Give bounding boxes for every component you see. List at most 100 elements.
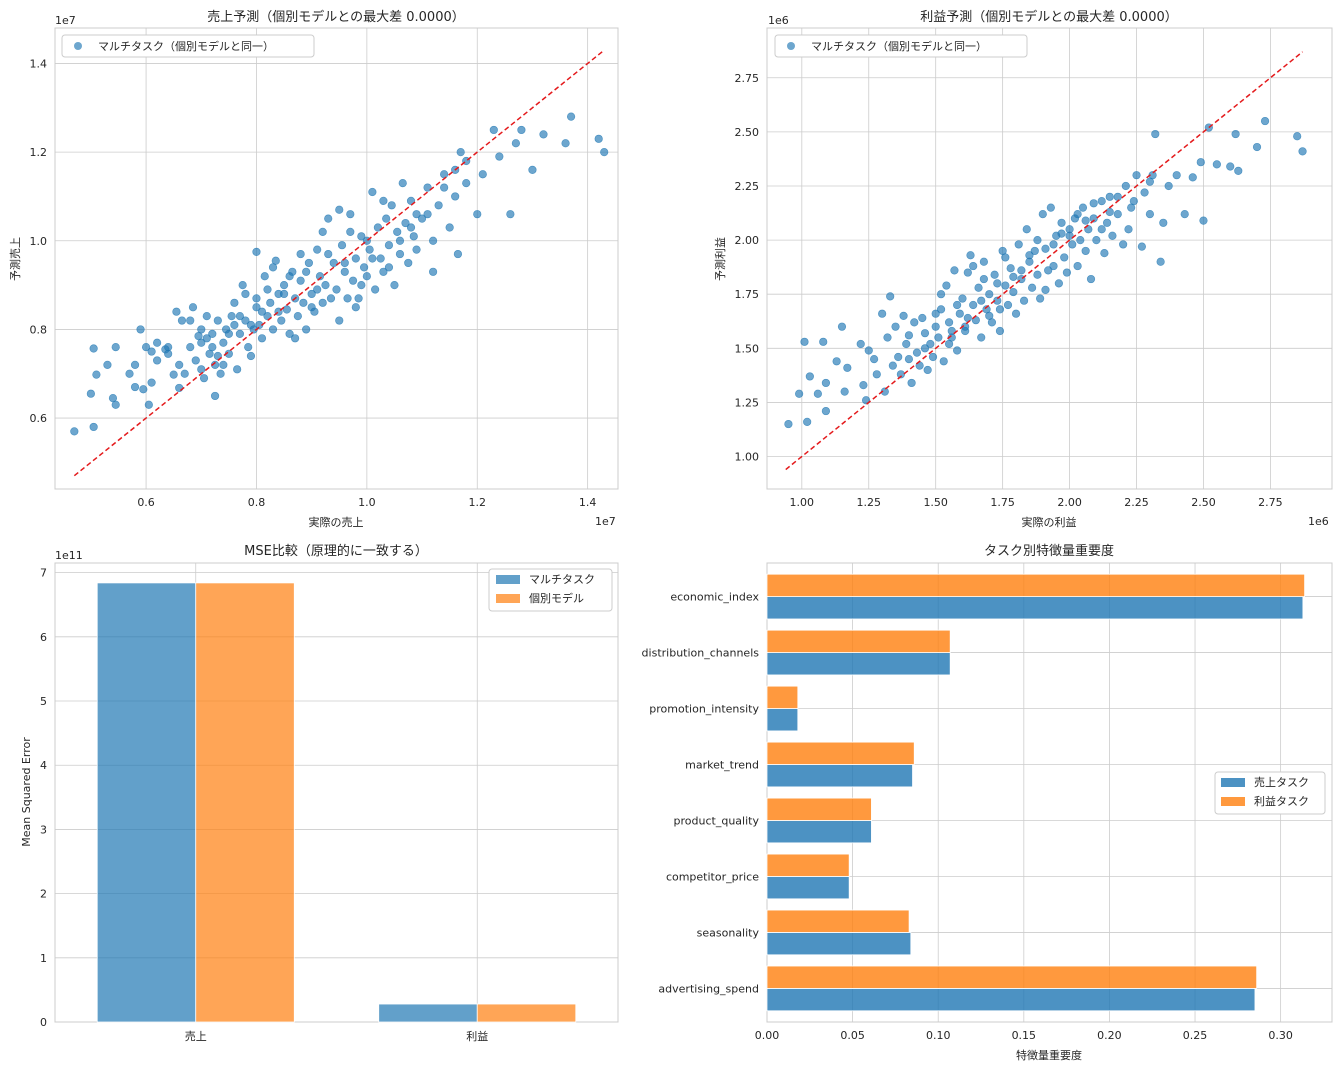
scatter-point xyxy=(302,325,311,334)
scatter-point xyxy=(1089,199,1098,208)
scatter-point xyxy=(1062,268,1072,277)
scatter-point xyxy=(1038,210,1047,219)
scatter-point xyxy=(210,391,220,401)
scatter-point xyxy=(912,348,922,357)
scatter-point xyxy=(1049,240,1058,249)
scatter-point xyxy=(326,294,336,303)
scatter-point xyxy=(335,205,344,214)
scatter-point xyxy=(169,370,178,379)
scatter-point xyxy=(1046,203,1055,212)
scatter-point xyxy=(1076,236,1085,245)
scatter-point xyxy=(1033,270,1042,279)
scatter-point xyxy=(1119,240,1128,249)
scatter-point xyxy=(199,374,209,383)
scatter-point xyxy=(1121,181,1130,191)
scatter-point xyxy=(1009,287,1018,297)
scatter-point xyxy=(1260,116,1270,126)
scatter-point xyxy=(953,346,962,355)
grid xyxy=(767,28,1332,489)
scatter-point xyxy=(1113,210,1122,219)
scatter-point xyxy=(1033,236,1042,245)
scatter-point xyxy=(805,372,814,381)
x-tick-label: 1.4 xyxy=(579,496,597,509)
scatter-point xyxy=(346,210,355,219)
scatter-point xyxy=(1105,207,1114,217)
scatter-point xyxy=(348,276,358,285)
scatter-point xyxy=(1036,294,1045,303)
scatter-point xyxy=(813,389,822,398)
scatter-point xyxy=(931,322,940,331)
scatter-point xyxy=(172,307,181,316)
legend: マルチタスク（個別モデルと同一） xyxy=(61,34,315,58)
scatter-point xyxy=(969,261,978,271)
legend-label: 個別モデル xyxy=(529,591,584,605)
y-tick-label: 2.50 xyxy=(735,126,760,139)
scatter-point xyxy=(1137,242,1146,251)
scatter-point xyxy=(993,279,1002,288)
scatter-point xyxy=(1073,261,1082,271)
legend-label: 利益タスク xyxy=(1254,794,1309,808)
scatter-point xyxy=(899,311,908,320)
scatter-point xyxy=(313,245,322,254)
scatter-point xyxy=(1027,283,1037,292)
y-offset-label: 1e11 xyxy=(55,549,83,562)
x-tick-label: 0.25 xyxy=(1183,1029,1208,1042)
scatter-point xyxy=(177,316,187,325)
scatter-point xyxy=(1068,240,1077,249)
y-tick-label: 0 xyxy=(40,1016,47,1029)
scatter-point xyxy=(872,370,881,379)
scatter-point xyxy=(1001,253,1010,262)
scatter-point xyxy=(979,274,988,284)
scatter-point xyxy=(197,365,206,374)
scatter-point xyxy=(963,313,972,323)
scatter-point xyxy=(566,112,576,121)
scatter-point xyxy=(539,130,548,139)
scatter-point xyxy=(230,320,239,330)
scatter-point xyxy=(313,285,322,294)
scatter-point xyxy=(188,303,198,312)
scatter-point xyxy=(368,187,377,197)
scatter-point xyxy=(837,322,847,331)
legend: マルチタスク（個別モデルと同一） xyxy=(774,34,1028,58)
scatter-point xyxy=(141,343,151,352)
scatter-point xyxy=(440,183,449,192)
scatter-point xyxy=(379,196,388,205)
scatter-point xyxy=(268,263,278,272)
chart-title: MSE比較（原理的に一致する） xyxy=(244,543,428,559)
scatter-point xyxy=(282,305,291,314)
y-tick-label: 5 xyxy=(40,695,47,708)
scatter-point xyxy=(856,339,865,349)
y-tick-label: 3 xyxy=(40,823,47,836)
scatter-point xyxy=(337,241,347,250)
bar xyxy=(766,685,799,709)
legend: マルチタスク 個別モデル xyxy=(488,568,613,612)
scatter-point xyxy=(382,214,391,223)
scatter-point xyxy=(969,300,978,310)
scatter-point xyxy=(111,400,120,409)
scatter-point xyxy=(423,210,432,219)
mse-bar-panel: MSE比較（原理的に一致する） Mean Squared Error 1e11 … xyxy=(20,543,619,1043)
scatter-point xyxy=(224,329,233,338)
y-tick-label: 1.75 xyxy=(735,288,760,301)
scatter-point xyxy=(219,338,228,347)
scatter-point xyxy=(939,357,948,366)
scatter-point xyxy=(89,422,98,432)
x-tick-label: 利益 xyxy=(466,1029,488,1043)
x-tick-label: 0.6 xyxy=(137,496,155,509)
chart-title: タスク別特徴量重要度 xyxy=(984,543,1114,559)
x-axis-label: 特徴量重要度 xyxy=(1016,1048,1082,1062)
scatter-point xyxy=(92,370,101,379)
x-offset-label: 1e6 xyxy=(1308,515,1329,528)
y-tick-label: 2 xyxy=(40,888,47,901)
x-tick-label: 0.10 xyxy=(926,1029,951,1042)
scatter-point xyxy=(130,382,140,392)
plot-frame xyxy=(766,562,1333,1023)
scatter-point xyxy=(252,247,261,256)
reference-line xyxy=(785,51,1304,471)
y-axis-label: Mean Squared Error xyxy=(20,737,33,847)
scatter-point xyxy=(241,289,250,299)
scatter-point xyxy=(473,210,482,219)
scatter-point xyxy=(230,298,239,307)
scatter-point xyxy=(1199,216,1208,225)
scatter-point xyxy=(340,258,349,268)
